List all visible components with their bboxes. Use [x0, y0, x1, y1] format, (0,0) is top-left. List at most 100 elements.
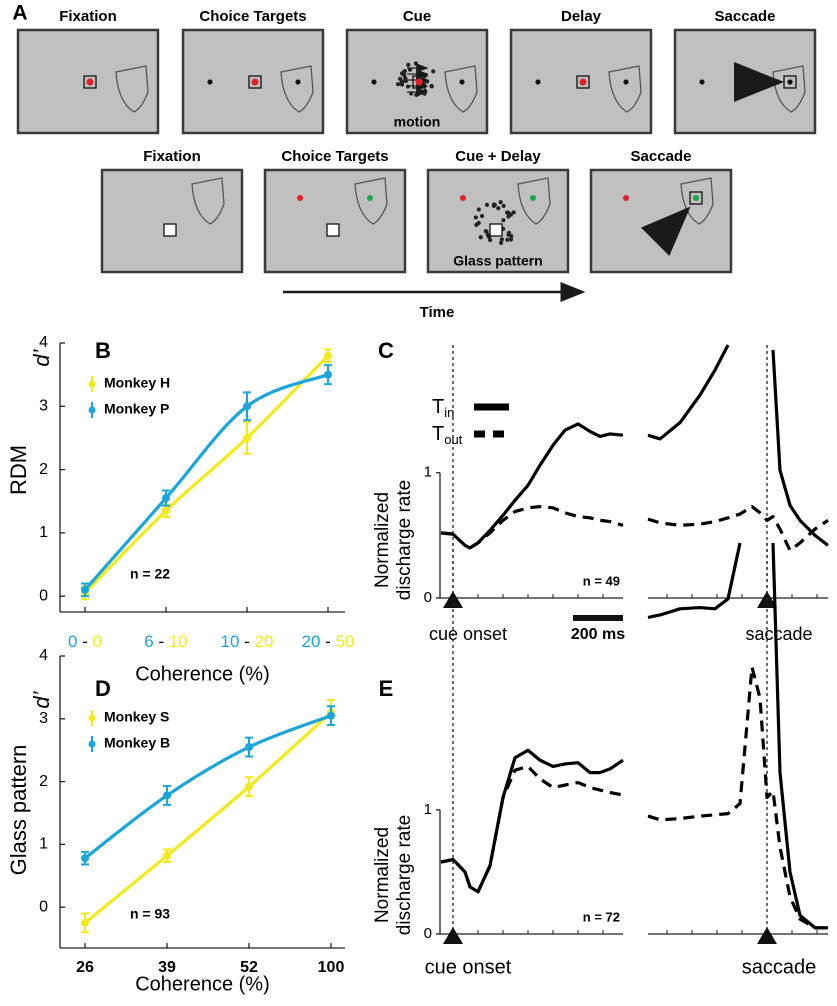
fixation-point	[579, 78, 587, 86]
legend-subscript: out	[444, 432, 462, 447]
target-dot	[460, 195, 466, 201]
y-tick-label: 1	[424, 801, 432, 818]
data-point	[245, 743, 253, 752]
target-field	[280, 65, 314, 113]
stimulus-dot	[484, 202, 490, 207]
stimulus-dot	[397, 76, 403, 81]
target-window	[783, 75, 797, 89]
data-point	[81, 585, 89, 594]
target-field	[191, 177, 225, 225]
y-tick-label: 1	[424, 464, 432, 481]
stimulus-dot	[395, 82, 401, 87]
y-tick-label: 4	[39, 334, 48, 351]
stimulus-dot	[506, 232, 511, 237]
screen-title: Choice Targets	[281, 148, 388, 165]
target-dot	[623, 195, 629, 201]
stimulus-dot	[473, 215, 478, 220]
legend-name: T	[432, 423, 444, 445]
fit-curve	[83, 373, 329, 591]
dot	[207, 79, 213, 85]
fit-curve	[83, 711, 333, 925]
event-label: saccade	[745, 624, 812, 644]
fixation-square	[489, 223, 503, 237]
saccade-arrow	[641, 206, 691, 256]
x-axis-label: Coherence (%)	[135, 973, 270, 995]
fixation-point	[86, 78, 94, 86]
screen	[673, 28, 817, 135]
screen-title: Fixation	[143, 148, 201, 165]
x-tick-label: 6 - 10	[144, 632, 188, 651]
annotation: n = 49	[583, 573, 620, 588]
data-point	[327, 711, 335, 720]
data-point	[162, 506, 170, 515]
stimulus-dot	[414, 92, 419, 97]
annotation: n = 72	[583, 909, 620, 924]
screen	[589, 168, 733, 274]
panel-label: D	[95, 676, 111, 701]
x-tick-part: 50	[336, 632, 355, 651]
stimulus-dot	[431, 69, 436, 74]
stimulus-dot	[505, 237, 510, 242]
x-tick-part: 20	[255, 632, 274, 651]
y-tick-label: 1	[39, 524, 48, 541]
screen-caption: Glass pattern	[453, 253, 542, 269]
y-tick-label: 0	[424, 925, 432, 942]
panel-label: B	[95, 338, 111, 363]
dot	[459, 79, 465, 85]
stimulus-dot	[476, 207, 481, 212]
x-tick-separator: -	[244, 632, 250, 651]
target-field	[517, 177, 551, 225]
stimulus-dot	[498, 200, 503, 205]
y-tick-label: 0	[39, 898, 48, 915]
screen	[426, 168, 570, 274]
legend-label: Monkey S	[104, 709, 169, 725]
trace	[647, 344, 829, 547]
dot	[787, 79, 793, 85]
fit-curve	[83, 354, 330, 595]
x-tick-part: 0	[68, 632, 77, 651]
trace	[647, 665, 828, 930]
data-point	[243, 433, 251, 442]
data-point	[163, 791, 171, 800]
screen-title: Cue + Delay	[455, 148, 541, 165]
screen-title: Delay	[561, 8, 602, 25]
data-point	[324, 370, 332, 379]
fixation-point	[415, 78, 423, 86]
y-axis-label: Glass pattern	[6, 745, 31, 876]
data-point	[245, 782, 253, 791]
x-tick-part: 10	[221, 632, 240, 651]
target-field	[444, 65, 478, 113]
stimulus-dot	[413, 61, 418, 66]
y-tick-label: 2	[39, 773, 48, 790]
y-tick-label: 3	[39, 398, 48, 415]
data-point	[243, 402, 251, 411]
x-tick-label: 10 - 20	[221, 632, 274, 651]
screen-title: Cue	[403, 8, 431, 25]
fixation-square	[163, 223, 177, 237]
data-point	[163, 851, 171, 860]
x-tick-part: 0	[93, 632, 102, 651]
y-tick-label: 0	[39, 587, 48, 604]
stimulus-dot	[403, 77, 408, 82]
stimulus-dot	[478, 235, 483, 240]
time-label: Time	[420, 304, 455, 321]
panel-label: E	[379, 676, 394, 701]
scale-bar-label: 200 ms	[571, 626, 625, 643]
stimulus-dot	[508, 212, 513, 217]
trace	[647, 542, 828, 930]
y-axis-label: discharge rate	[394, 480, 415, 600]
y-tick-label: 2	[39, 461, 48, 478]
event-label: cue onset	[425, 956, 512, 978]
target-dot	[297, 195, 303, 201]
x-tick-label: 100	[318, 959, 345, 976]
y-axis-label: discharge rate	[394, 815, 415, 935]
y-tick-label: 3	[39, 710, 48, 727]
y-axis-symbol: d’	[29, 690, 54, 708]
task-screen	[589, 168, 733, 274]
legend-name: T	[432, 396, 444, 418]
legend-label: Monkey P	[104, 401, 169, 417]
dot	[699, 79, 705, 85]
stimulus-dot	[496, 206, 501, 211]
screen-title: Saccade	[715, 8, 776, 25]
